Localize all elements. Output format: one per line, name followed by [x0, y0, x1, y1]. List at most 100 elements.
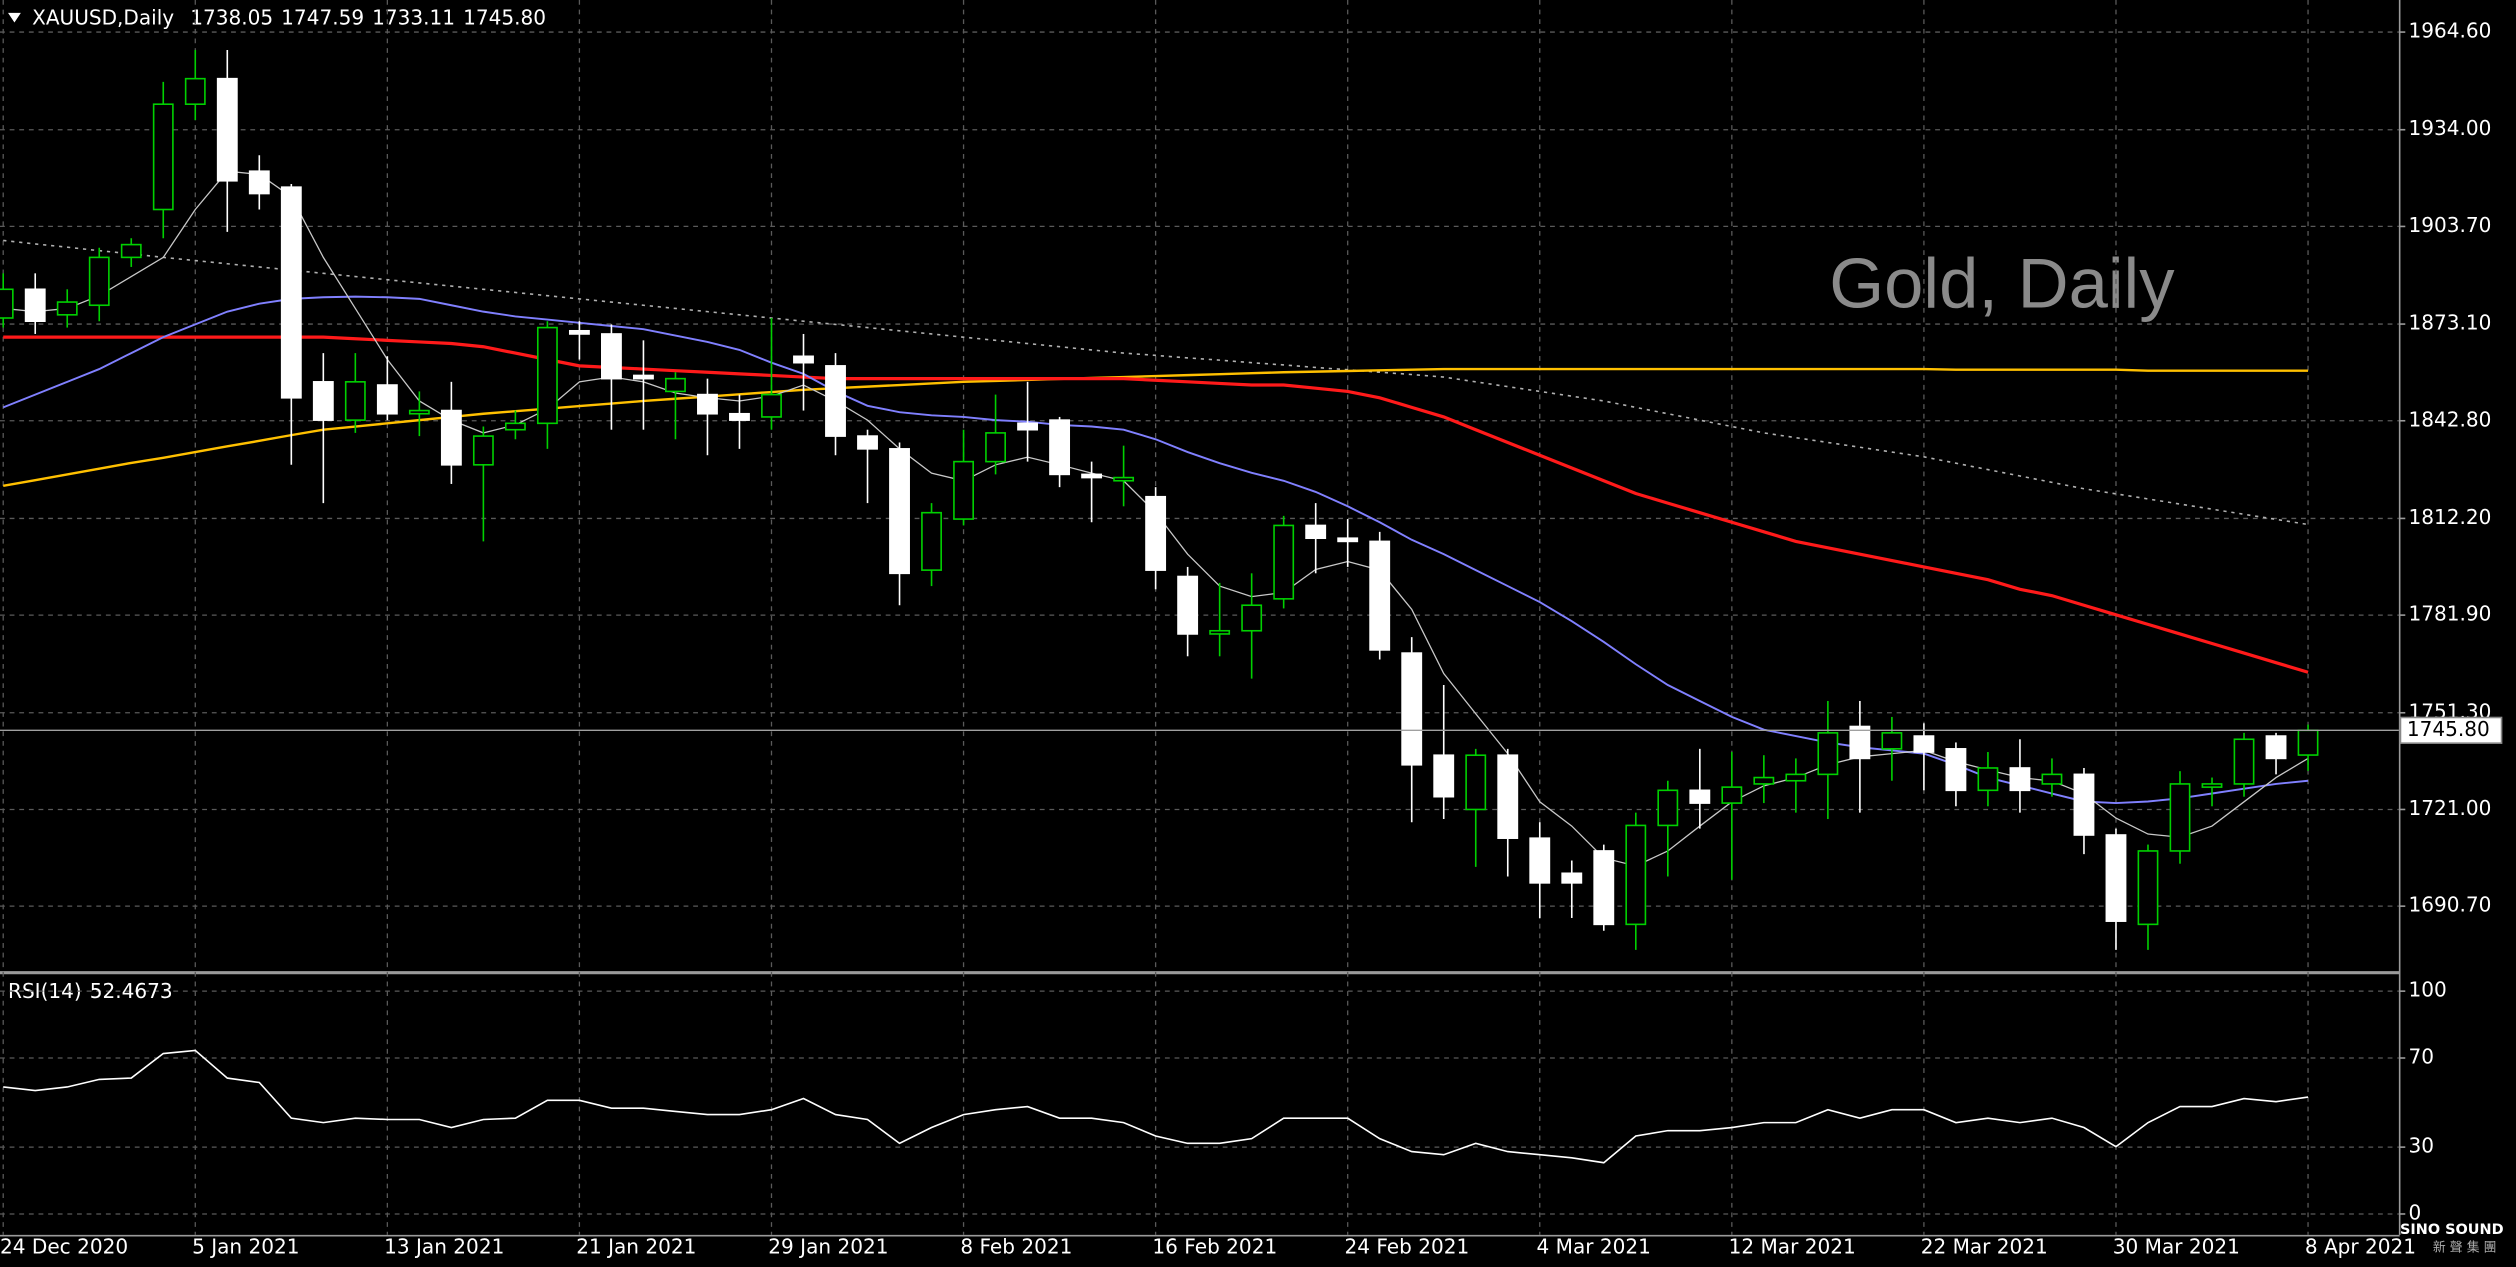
candle-body [216, 77, 238, 182]
candle-body [761, 393, 782, 418]
y-tick-label: 30 [2408, 1134, 2434, 1158]
candle-body [1337, 537, 1359, 543]
candle-body [1945, 748, 1967, 792]
x-tick-label: 5 Jan 2021 [192, 1234, 299, 1258]
ohlc-label: 1738.05 [190, 6, 273, 30]
x-tick-label: 29 Jan 2021 [768, 1234, 888, 1258]
x-tick-label: 30 Mar 2021 [2113, 1234, 2240, 1258]
candle-body [1849, 725, 1871, 760]
candle-body [1913, 735, 1935, 753]
candle-body [2201, 783, 2223, 788]
candle-body [1465, 754, 1487, 811]
candle-body [2137, 850, 2159, 926]
candle-body [1497, 754, 1519, 839]
indicator-line [3, 1049, 2309, 1164]
candle-body [408, 409, 430, 415]
x-tick-label: 13 Jan 2021 [384, 1234, 504, 1258]
candle-body [857, 435, 878, 450]
y-tick-label: 70 [2408, 1045, 2434, 1069]
candle-body [921, 511, 942, 571]
x-tick-label: 21 Jan 2021 [576, 1234, 696, 1258]
candle-body [280, 186, 302, 399]
candle-body [697, 393, 718, 415]
candle-body [633, 374, 654, 380]
candle-body [2297, 729, 2319, 756]
candle-body [1081, 473, 1103, 479]
candle-body [1977, 767, 1999, 792]
candle-body [56, 301, 78, 316]
candle-body [120, 243, 142, 259]
ohlc-label: 1733.11 [372, 6, 455, 30]
candle-body [729, 412, 750, 421]
candle-body [1625, 824, 1647, 926]
x-tick-label: 16 Feb 2021 [1152, 1234, 1277, 1258]
candle-body [1817, 732, 1839, 776]
candle-body [985, 432, 1006, 463]
indicator-line [3, 335, 2309, 674]
candle-body [2073, 773, 2095, 836]
candle-body [1721, 786, 1743, 804]
x-tick-label: 8 Feb 2021 [960, 1234, 1072, 1258]
candle-body [2169, 783, 2191, 852]
x-tick-label: 8 Apr 2021 [2305, 1234, 2416, 1258]
ohlc-label: 1747.59 [281, 6, 364, 30]
candle-body [1785, 773, 1807, 782]
y-tick-label: 1781.90 [2408, 602, 2491, 626]
candle-body [1209, 629, 1231, 635]
candle-body [440, 409, 462, 466]
y-tick-label: 1934.00 [2408, 116, 2491, 140]
candle-body [1529, 837, 1551, 884]
candle-body [2105, 834, 2127, 922]
candle-body [1177, 575, 1199, 635]
candle-body [665, 377, 686, 393]
x-tick-label: 22 Mar 2021 [1921, 1234, 2048, 1258]
candle-body [1305, 524, 1327, 540]
indicator-line [3, 239, 2309, 526]
candle-body [1113, 476, 1135, 482]
collapse-triangle [8, 12, 21, 23]
candle-body [600, 333, 622, 380]
candle-body [1145, 495, 1167, 571]
candle-body [1049, 419, 1071, 476]
x-tick-label: 24 Feb 2021 [1344, 1234, 1469, 1258]
candle-body [1561, 872, 1583, 884]
last-price-label: 1745.80 [2407, 717, 2490, 741]
logo-name: SINO SOUND [2400, 1222, 2504, 1238]
candle-body [1593, 850, 1615, 926]
candle-body [1369, 540, 1391, 651]
candle-body [1241, 604, 1263, 632]
symbol-label: XAUUSD,Daily [32, 6, 174, 30]
y-tick-label: 1964.60 [2408, 19, 2491, 43]
candle-body [1273, 524, 1295, 600]
candle-body [1401, 652, 1423, 766]
rsi-title: RSI(14) [8, 979, 82, 1003]
y-tick-label: 1842.80 [2408, 407, 2491, 431]
candle-body [0, 288, 14, 319]
candle-body [2041, 773, 2063, 785]
y-tick-label: 1812.20 [2408, 505, 2491, 529]
x-tick-label: 12 Mar 2021 [1729, 1234, 1856, 1258]
candle-body [184, 77, 206, 105]
candle-body [2265, 735, 2287, 760]
x-tick-label: 4 Mar 2021 [1537, 1234, 1651, 1258]
candle-body [825, 365, 846, 437]
logo-subtitle: 新 聲 集 團 [2433, 1239, 2497, 1255]
candle-body [152, 103, 174, 211]
y-tick-label: 1873.10 [2408, 311, 2491, 335]
indicator-line [2, 367, 2309, 488]
candle-body [1433, 754, 1455, 798]
candle-body [889, 448, 910, 575]
candle-body [1657, 789, 1679, 827]
candle-body [504, 422, 526, 431]
y-tick-label: 1903.70 [2408, 213, 2491, 237]
candle-body [2009, 767, 2031, 792]
candle-body [312, 381, 334, 421]
candle-body [1753, 776, 1775, 785]
candle-body [2233, 738, 2255, 785]
candle-body [248, 170, 270, 195]
candle-body [568, 329, 590, 335]
candle-body [344, 381, 366, 421]
